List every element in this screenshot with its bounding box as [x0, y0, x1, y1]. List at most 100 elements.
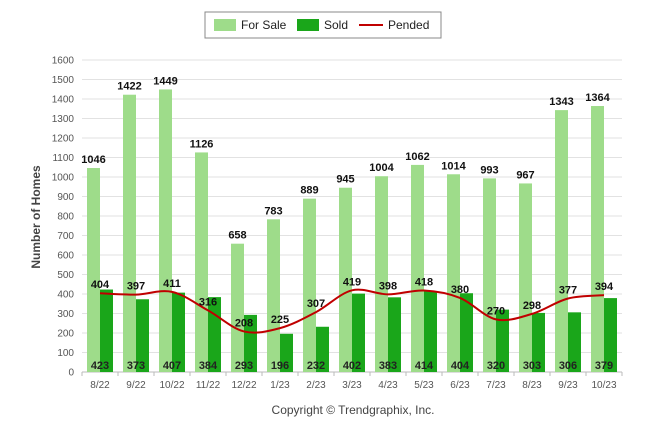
sold-data-label: 407	[163, 360, 181, 372]
pended-data-label: 419	[343, 276, 361, 288]
legend-swatch-sold	[297, 19, 319, 31]
legend: For Sale Sold Pended	[204, 11, 442, 39]
pended-data-label: 411	[163, 278, 181, 290]
bars	[87, 89, 617, 373]
bar-sold	[568, 312, 581, 372]
bar-sold	[316, 326, 329, 372]
sold-data-label: 423	[91, 360, 109, 372]
y-tick-label: 1000	[52, 173, 75, 184]
sold-data-label: 373	[127, 360, 145, 372]
bar-for-sale	[87, 168, 100, 372]
pended-data-label: 398	[379, 280, 397, 292]
for-sale-data-label: 993	[480, 164, 498, 176]
sold-data-label: 306	[559, 360, 577, 372]
pended-data-label: 307	[307, 298, 325, 310]
pended-data-label: 397	[127, 281, 145, 293]
sold-data-label: 320	[487, 360, 505, 372]
bar-sold	[244, 314, 257, 372]
bar-for-sale	[591, 106, 604, 373]
bar-for-sale	[231, 243, 244, 372]
pended-line-group	[99, 288, 605, 334]
x-tick-label: 9/22	[126, 380, 146, 391]
sold-data-label: 384	[199, 360, 218, 372]
x-tick-label: 8/22	[90, 380, 110, 391]
for-sale-data-label: 1062	[405, 151, 429, 163]
sold-data-label: 404	[451, 360, 470, 372]
for-sale-data-label: 1014	[441, 160, 466, 172]
legend-label-for-sale: For Sale	[241, 18, 287, 32]
bar-for-sale	[303, 198, 316, 372]
pended-data-label: 298	[523, 300, 541, 312]
x-tick-label: 10/22	[159, 380, 184, 391]
x-tick-label: 2/23	[306, 380, 326, 391]
y-tick-label: 100	[57, 348, 74, 359]
bar-for-sale	[375, 176, 388, 372]
bar-for-sale	[159, 89, 172, 372]
bar-sold	[352, 293, 365, 372]
x-tick-label: 4/23	[378, 380, 398, 391]
for-sale-data-label: 658	[228, 230, 246, 242]
for-sale-data-label: 945	[336, 174, 354, 186]
x-tick-label: 7/23	[486, 380, 506, 391]
y-tick-label: 600	[57, 251, 74, 262]
copyright: Copyright © Trendgraphix, Inc.	[272, 403, 435, 417]
bar-for-sale	[123, 94, 136, 373]
x-tick-label: 6/23	[450, 380, 470, 391]
bar-for-sale	[447, 174, 460, 372]
bar-for-sale	[483, 178, 496, 372]
y-tick-label: 800	[57, 212, 74, 223]
x-tick-label: 5/23	[414, 380, 434, 391]
bar-sold	[532, 312, 545, 372]
bar-sold	[460, 293, 473, 372]
x-axis-ticks: 8/22 9/22 10/22 11/22 12/22 1/23 2/23 3/23 4/23 5…	[81, 372, 623, 391]
x-tick-label: 8/23	[522, 380, 542, 391]
for-sale-data-label: 783	[264, 205, 282, 217]
legend-swatch-for-sale	[214, 19, 236, 31]
y-tick-label: 200	[57, 329, 74, 340]
sold-data-label: 414	[415, 360, 434, 372]
bar-sold	[424, 291, 437, 372]
bar-sold	[496, 309, 509, 372]
bar-for-sale	[195, 152, 208, 372]
sold-data-label: 232	[307, 360, 325, 372]
bar-for-sale	[267, 219, 280, 372]
sold-data-label: 402	[343, 360, 361, 372]
bar-for-sale	[411, 164, 424, 372]
bar-for-sale	[555, 110, 568, 373]
for-sale-data-label: 1046	[81, 154, 105, 166]
pended-data-label: 316	[199, 296, 217, 308]
y-tick-label: 0	[68, 368, 74, 379]
for-sale-data-label: 1004	[369, 162, 394, 174]
for-sale-data-label: 1126	[190, 138, 214, 150]
bar-sold	[604, 298, 617, 372]
bar-for-sale	[519, 183, 532, 372]
x-tick-label: 12/22	[231, 380, 256, 391]
data-labels: 1046 423 1422 373 1449 407 1126 384 658 293 783 196…	[81, 75, 614, 372]
pended-data-label: 380	[451, 284, 469, 296]
y-axis-label: Number of Homes	[29, 165, 43, 269]
y-tick-label: 1500	[52, 75, 75, 86]
for-sale-data-label: 967	[516, 169, 534, 181]
bar-sold	[136, 299, 149, 372]
y-axis-ticks: 0 100 200 300 400 500 600 700 800 900 1000 1100 1200…	[52, 56, 75, 379]
pended-data-label: 270	[487, 305, 505, 317]
pended-data-label: 418	[415, 276, 433, 288]
pended-data-label: 225	[271, 314, 289, 326]
pended-line	[99, 288, 605, 334]
y-tick-label: 900	[57, 192, 74, 203]
pended-data-label: 404	[91, 279, 110, 291]
y-tick-label: 400	[57, 290, 74, 301]
sold-data-label: 293	[235, 360, 253, 372]
bar-sold	[280, 333, 293, 372]
x-tick-label: 3/23	[342, 380, 362, 391]
legend-box	[204, 11, 442, 39]
bar-sold	[100, 289, 113, 372]
sold-data-label: 379	[595, 360, 613, 372]
for-sale-data-label: 1449	[153, 75, 177, 87]
y-tick-label: 1600	[52, 56, 75, 67]
pended-data-label: 394	[595, 281, 614, 293]
for-sale-data-label: 1343	[549, 96, 573, 108]
x-tick-label: 9/23	[558, 380, 578, 391]
for-sale-data-label: 1364	[585, 92, 610, 104]
y-tick-label: 1300	[52, 114, 75, 125]
